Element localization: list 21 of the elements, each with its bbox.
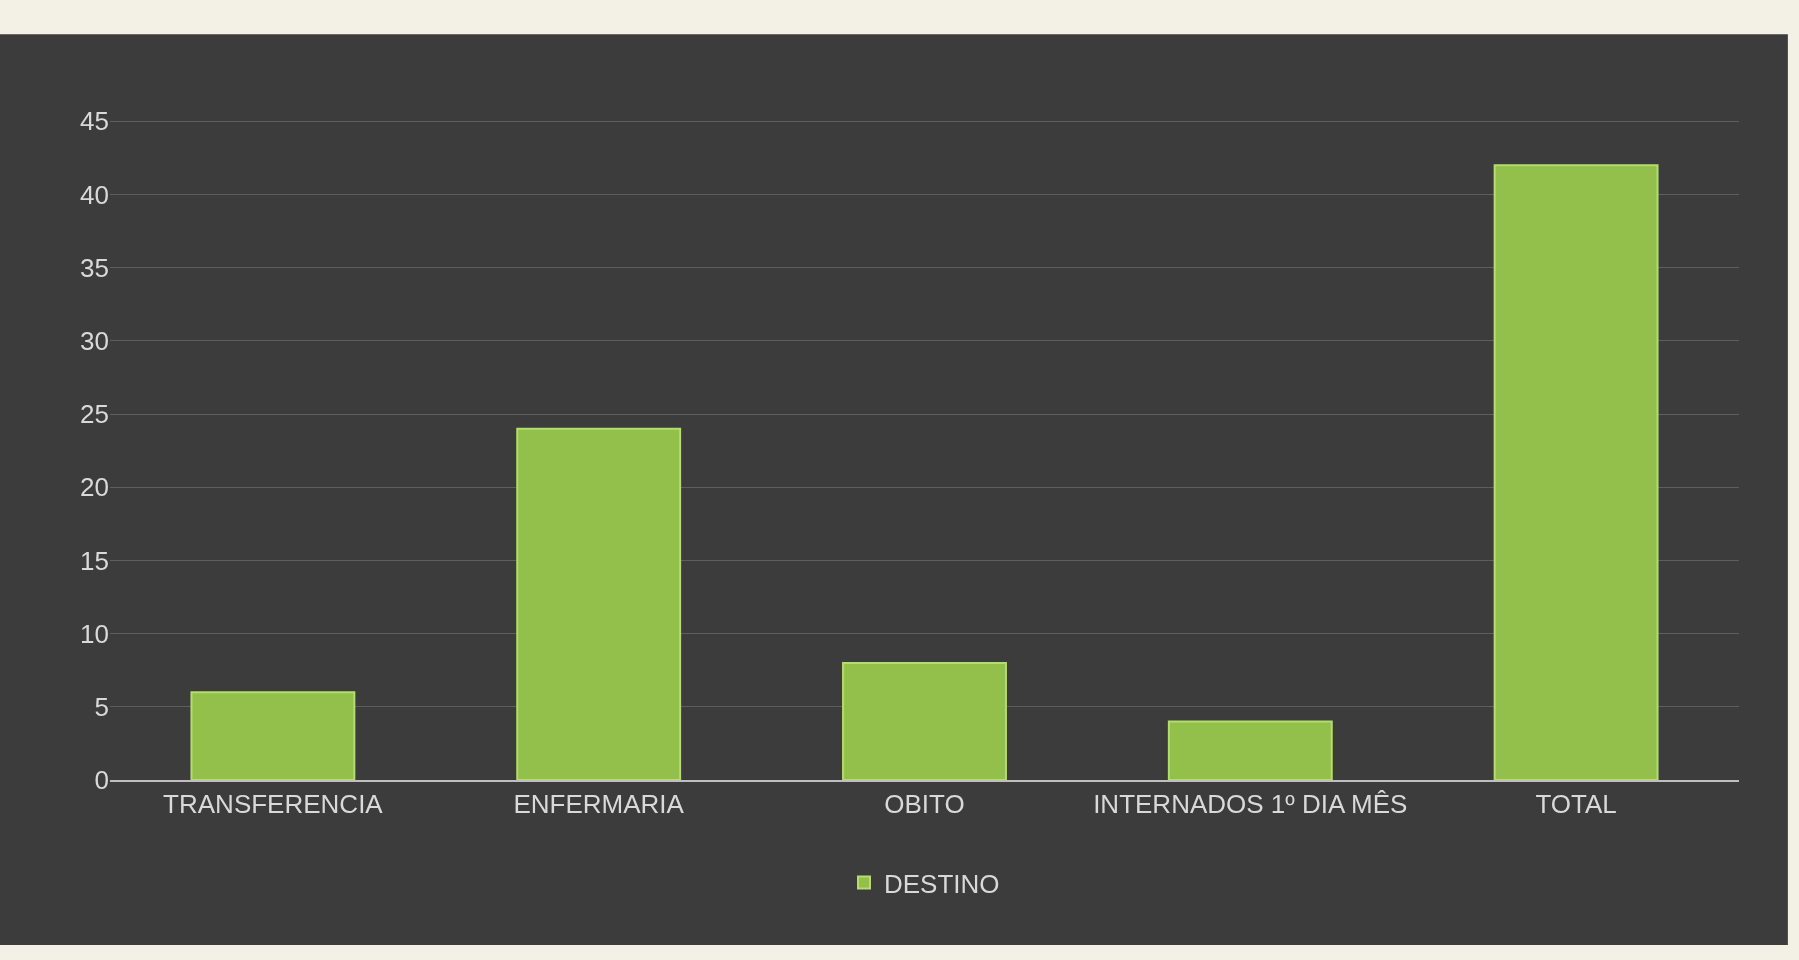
- y-tick-label: 30: [80, 325, 109, 356]
- x-tick-label: INTERNADOS 1º DIA MÊS: [1093, 789, 1408, 820]
- y-tick-label: 20: [80, 472, 109, 503]
- y-tick-label: 45: [80, 106, 109, 137]
- bar: [1493, 164, 1659, 780]
- y-tick-label: 35: [80, 252, 109, 283]
- y-tick-label: 5: [94, 691, 109, 722]
- x-tick-label: OBITO: [884, 789, 965, 820]
- y-tick-label: 0: [94, 765, 109, 796]
- bar: [190, 691, 356, 780]
- y-tick-label: 40: [80, 179, 109, 210]
- x-tick-label: TRANSFERENCIA: [163, 789, 384, 820]
- x-tick-label: TOTAL: [1535, 789, 1617, 820]
- bar: [842, 661, 1007, 780]
- y-tick-label: 10: [80, 618, 109, 649]
- y-tick-label: 15: [80, 545, 109, 576]
- y-tick-label: 25: [80, 399, 109, 430]
- legend-label: DESTINO: [884, 868, 1000, 899]
- bar: [516, 427, 682, 780]
- x-tick-label: ENFERMARIA: [513, 789, 685, 820]
- bar: [1167, 720, 1333, 780]
